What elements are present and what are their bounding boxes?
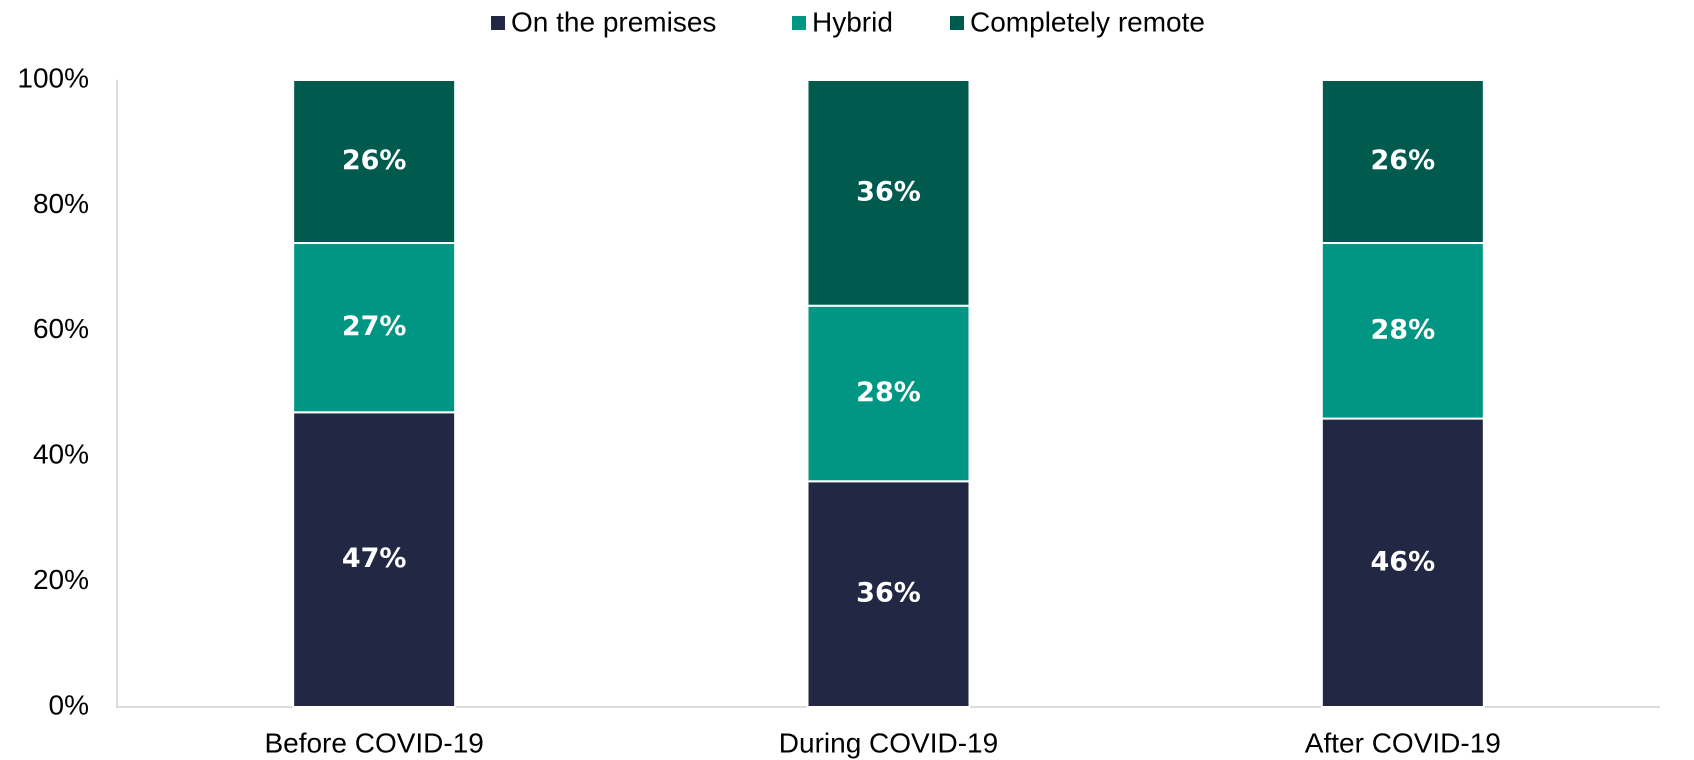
bar-segment bbox=[1320, 79, 1485, 245]
data-label: 46% bbox=[1371, 546, 1436, 577]
legend-swatch bbox=[792, 16, 806, 30]
bar-segment bbox=[292, 79, 457, 245]
legend-label: On the premises bbox=[511, 6, 716, 37]
data-label: 36% bbox=[856, 176, 921, 207]
legend-label: Hybrid bbox=[812, 6, 893, 37]
x-tick-label: During COVID-19 bbox=[779, 727, 998, 758]
legend-swatch bbox=[950, 16, 964, 30]
bar-segment bbox=[1320, 242, 1485, 420]
data-label: 28% bbox=[856, 377, 921, 408]
y-tick-label: 60% bbox=[33, 313, 89, 344]
bar-segment bbox=[292, 411, 457, 708]
legend-swatch bbox=[491, 16, 505, 30]
y-tick-label: 80% bbox=[33, 188, 89, 219]
x-tick-label: Before COVID-19 bbox=[264, 727, 483, 758]
data-label: 47% bbox=[342, 543, 407, 574]
y-tick-label: 100% bbox=[17, 62, 89, 93]
data-label: 27% bbox=[342, 311, 407, 342]
bar-segment bbox=[292, 242, 457, 414]
data-label: 36% bbox=[856, 578, 921, 609]
bar-segment bbox=[806, 79, 971, 307]
y-tick-label: 0% bbox=[49, 689, 89, 720]
y-tick-label: 40% bbox=[33, 439, 89, 470]
data-label: 26% bbox=[342, 145, 407, 176]
data-label: 28% bbox=[1371, 314, 1436, 345]
bar-segment bbox=[806, 304, 971, 483]
data-label: 26% bbox=[1371, 145, 1436, 176]
y-tick-label: 20% bbox=[33, 564, 89, 595]
bar-segment bbox=[806, 480, 971, 708]
x-tick-label: After COVID-19 bbox=[1305, 727, 1501, 758]
legend-label: Completely remote bbox=[970, 6, 1205, 37]
